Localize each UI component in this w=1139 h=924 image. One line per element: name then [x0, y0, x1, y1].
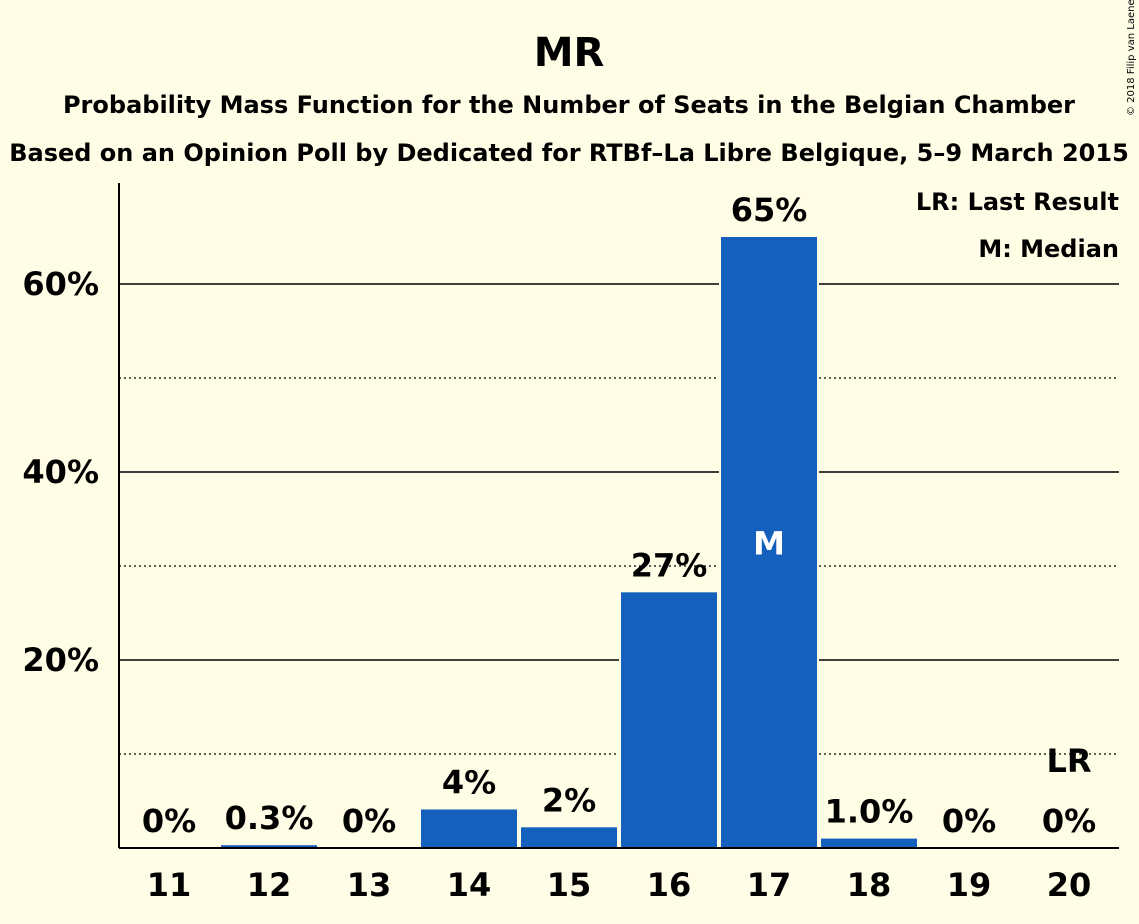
x-tick-label: 13	[347, 866, 392, 904]
chart-subtitle-poll: Based on an Opinion Poll by Dedicated fo…	[9, 139, 1129, 167]
y-tick-label: 40%	[22, 453, 99, 491]
y-tick-label: 20%	[22, 641, 99, 679]
legend-entry: M: Median	[978, 235, 1119, 263]
bars	[219, 237, 919, 848]
copyright-notice: © 2018 Filip van Laenen	[1126, 0, 1137, 116]
bar	[821, 838, 917, 848]
value-label: 1.0%	[825, 793, 914, 831]
x-tick-label: 18	[847, 866, 892, 904]
x-tick-label: 16	[647, 866, 692, 904]
y-tick-label: 60%	[22, 265, 99, 303]
x-tick-label: 14	[447, 866, 492, 904]
value-label: 27%	[631, 546, 708, 584]
value-label: 2%	[542, 781, 596, 819]
chart-subtitle: Probability Mass Function for the Number…	[63, 91, 1075, 119]
chart-title: MR	[534, 30, 605, 76]
bar	[521, 827, 617, 848]
x-tick-label: 20	[1047, 866, 1092, 904]
bar	[721, 237, 817, 848]
value-label: 4%	[442, 763, 496, 801]
legend-entry: LR: Last Result	[916, 188, 1119, 216]
value-label: 0%	[1042, 802, 1096, 840]
x-tick-label: 17	[747, 866, 792, 904]
value-label: 0%	[942, 802, 996, 840]
bar	[221, 845, 317, 848]
axes: 20% 40% 60% 11 12 13 14 15 16 17 18 19 20	[22, 183, 1119, 904]
last-result-marker: LR	[1046, 742, 1091, 780]
bar	[421, 809, 517, 848]
value-label: 0%	[142, 802, 196, 840]
median-marker: M	[753, 525, 785, 563]
value-label: 0%	[342, 802, 396, 840]
x-tick-label: 11	[147, 866, 192, 904]
value-label: 65%	[731, 191, 808, 229]
value-labels: 0% 0.3% 0% 4% 2% 27% 65% 1.0% 0% 0% M LR	[142, 191, 1096, 840]
x-tick-label: 19	[947, 866, 992, 904]
x-tick-label: 15	[547, 866, 592, 904]
x-tick-label: 12	[247, 866, 292, 904]
bar	[621, 592, 717, 848]
value-label: 0.3%	[225, 799, 314, 837]
legend: LR: Last Result M: Median	[916, 188, 1119, 263]
